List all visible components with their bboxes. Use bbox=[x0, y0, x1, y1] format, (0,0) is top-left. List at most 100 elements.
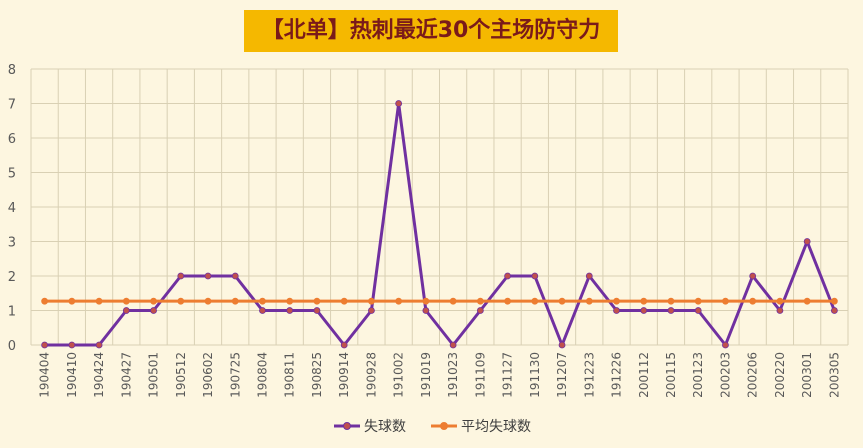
data-point-0 bbox=[749, 272, 757, 280]
x-tick-label: 190928 bbox=[364, 352, 378, 398]
x-tick-label: 200115 bbox=[664, 352, 678, 398]
data-point-1 bbox=[150, 297, 157, 305]
data-point-0 bbox=[531, 272, 539, 280]
y-tick-label: 8 bbox=[8, 63, 16, 78]
data-point-1 bbox=[531, 297, 539, 305]
data-point-0 bbox=[231, 272, 239, 280]
data-point-1 bbox=[95, 297, 103, 305]
x-tick-label: 191002 bbox=[392, 352, 406, 398]
data-point-1 bbox=[558, 297, 566, 305]
data-point-1 bbox=[830, 297, 838, 305]
y-tick-label: 5 bbox=[8, 167, 16, 182]
data-point-1 bbox=[259, 297, 266, 305]
data-point-1 bbox=[340, 297, 348, 305]
data-point-0 bbox=[340, 341, 348, 349]
y-tick-label: 1 bbox=[8, 305, 16, 320]
x-tick-label: 190424 bbox=[92, 352, 106, 398]
x-tick-label: 200220 bbox=[773, 352, 787, 398]
data-point-1 bbox=[231, 297, 239, 305]
legend-swatch-marker bbox=[343, 422, 351, 430]
y-tick-label: 3 bbox=[8, 236, 16, 251]
data-point-1 bbox=[504, 297, 511, 305]
data-point-0 bbox=[667, 307, 675, 314]
x-tick-label: 190602 bbox=[201, 352, 215, 398]
data-point-0 bbox=[476, 307, 484, 314]
x-tick-label: 200123 bbox=[691, 352, 705, 398]
y-tick-label: 0 bbox=[8, 339, 16, 354]
data-point-0 bbox=[830, 307, 838, 314]
y-tick-label: 7 bbox=[8, 98, 16, 113]
data-point-0 bbox=[395, 100, 403, 107]
data-point-1 bbox=[803, 297, 811, 305]
y-tick-label: 4 bbox=[8, 201, 16, 216]
x-tick-label: 191019 bbox=[419, 352, 433, 398]
x-tick-label: 190404 bbox=[38, 352, 52, 398]
x-tick-label: 200301 bbox=[800, 352, 814, 398]
x-tick-label: 191023 bbox=[446, 352, 460, 398]
data-point-1 bbox=[476, 297, 484, 305]
data-point-1 bbox=[286, 297, 294, 305]
data-point-0 bbox=[259, 307, 266, 314]
x-tick-label: 190825 bbox=[310, 352, 324, 398]
data-point-0 bbox=[150, 307, 157, 314]
data-point-1 bbox=[585, 297, 593, 305]
x-tick-label: 200305 bbox=[827, 352, 841, 398]
data-point-1 bbox=[422, 297, 430, 305]
data-point-0 bbox=[41, 341, 49, 349]
data-point-0 bbox=[504, 272, 511, 280]
data-point-0 bbox=[640, 307, 648, 314]
data-point-0 bbox=[122, 307, 130, 314]
legend-label: 平均失球数 bbox=[461, 419, 531, 435]
data-point-1 bbox=[313, 297, 321, 305]
data-point-0 bbox=[722, 341, 729, 349]
x-tick-label: 190427 bbox=[119, 352, 133, 398]
legend-swatch-marker bbox=[440, 422, 448, 430]
x-tick-label: 191109 bbox=[473, 352, 487, 398]
data-point-1 bbox=[613, 297, 620, 305]
y-tick-label: 6 bbox=[8, 132, 16, 147]
legend-label: 失球数 bbox=[364, 419, 406, 435]
data-point-1 bbox=[749, 297, 757, 305]
data-point-0 bbox=[694, 307, 702, 314]
x-tick-label: 190512 bbox=[174, 352, 188, 398]
data-point-0 bbox=[449, 341, 457, 349]
x-tick-label: 190725 bbox=[228, 352, 242, 398]
chart-title-box: 【北单】热刺最近30个主场防守力 bbox=[244, 10, 618, 52]
x-tick-label: 191130 bbox=[528, 352, 542, 398]
data-point-0 bbox=[558, 341, 566, 349]
data-point-1 bbox=[68, 297, 76, 305]
data-point-0 bbox=[286, 307, 294, 314]
x-tick-label: 190501 bbox=[147, 352, 161, 398]
data-point-0 bbox=[585, 272, 593, 280]
data-point-1 bbox=[395, 297, 403, 305]
y-tick-label: 2 bbox=[8, 270, 16, 285]
x-tick-label: 191223 bbox=[582, 352, 596, 398]
data-point-0 bbox=[68, 341, 76, 349]
data-point-1 bbox=[449, 297, 457, 305]
data-point-1 bbox=[667, 297, 675, 305]
x-tick-label: 190811 bbox=[283, 352, 297, 398]
x-tick-label: 190410 bbox=[65, 352, 79, 398]
chart-title: 【北单】热刺最近30个主场防守力 bbox=[261, 18, 601, 43]
data-point-0 bbox=[177, 272, 185, 280]
data-point-0 bbox=[313, 307, 321, 314]
data-point-0 bbox=[803, 238, 811, 245]
data-point-0 bbox=[776, 307, 784, 314]
x-tick-label: 200112 bbox=[637, 352, 651, 398]
data-point-0 bbox=[613, 307, 620, 314]
data-point-0 bbox=[95, 341, 103, 349]
data-point-1 bbox=[722, 297, 729, 305]
x-tick-label: 191226 bbox=[610, 352, 624, 398]
data-point-0 bbox=[422, 307, 430, 314]
x-tick-label: 191127 bbox=[501, 352, 515, 398]
data-point-1 bbox=[640, 297, 648, 305]
x-tick-label: 200206 bbox=[746, 352, 760, 398]
x-tick-label: 200203 bbox=[718, 352, 732, 398]
x-tick-label: 190804 bbox=[255, 352, 269, 398]
data-point-1 bbox=[177, 297, 185, 305]
data-point-1 bbox=[776, 297, 784, 305]
data-point-1 bbox=[41, 297, 49, 305]
data-point-1 bbox=[694, 297, 702, 305]
